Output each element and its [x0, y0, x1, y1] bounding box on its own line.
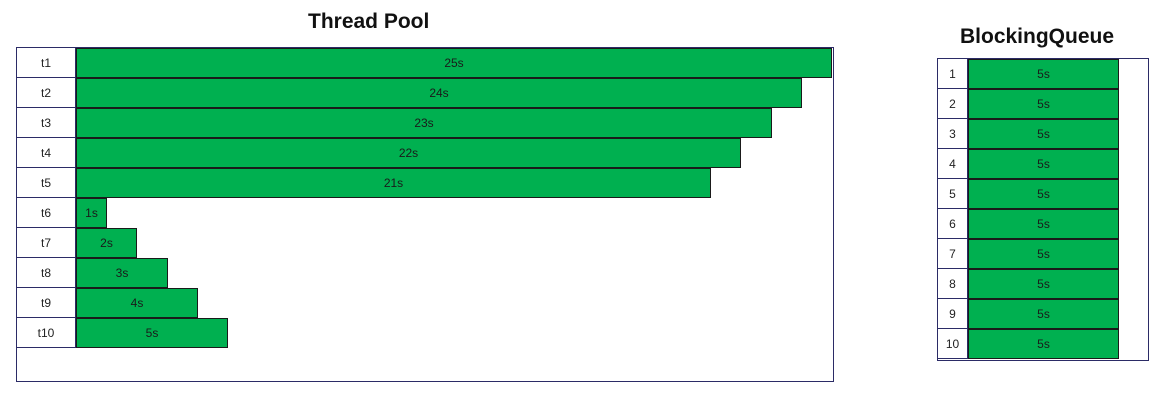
thread-row-label: t10 [17, 318, 76, 348]
thread-row-label: t9 [17, 288, 76, 318]
thread-duration-bar: 25s [76, 48, 832, 78]
queue-row: 3 5s [938, 119, 1148, 149]
queue-duration-bar: 5s [968, 89, 1119, 119]
queue-row: 2 5s [938, 89, 1148, 119]
thread-row-label: t3 [17, 108, 76, 138]
thread-row: t2 24s [17, 78, 833, 108]
queue-row-label: 8 [938, 269, 968, 299]
thread-duration-bar: 2s [76, 228, 137, 258]
thread-duration-bar: 5s [76, 318, 228, 348]
thread-duration-bar: 3s [76, 258, 168, 288]
queue-row-label: 9 [938, 299, 968, 329]
queue-row-label: 2 [938, 89, 968, 119]
thread-row: t6 1s [17, 198, 833, 228]
thread-row-label: t2 [17, 78, 76, 108]
thread-pool-title: Thread Pool [308, 10, 430, 33]
queue-duration-bar: 5s [968, 329, 1119, 359]
thread-row: t3 23s [17, 108, 833, 138]
queue-row-label: 5 [938, 179, 968, 209]
queue-row: 8 5s [938, 269, 1148, 299]
queue-duration-bar: 5s [968, 239, 1119, 269]
thread-duration-bar: 4s [76, 288, 198, 318]
thread-row-label: t1 [17, 48, 76, 78]
queue-row: 5 5s [938, 179, 1148, 209]
queue-duration-bar: 5s [968, 119, 1119, 149]
thread-row-label: t6 [17, 198, 76, 228]
queue-row-label: 7 [938, 239, 968, 269]
queue-row-label: 10 [938, 329, 968, 359]
thread-row-label: t4 [17, 138, 76, 168]
thread-duration-bar: 24s [76, 78, 802, 108]
blocking-queue-title: BlockingQueue [960, 25, 1115, 48]
queue-row-label: 3 [938, 119, 968, 149]
thread-row: t5 21s [17, 168, 833, 198]
queue-row: 6 5s [938, 209, 1148, 239]
queue-duration-bar: 5s [968, 299, 1119, 329]
thread-duration-bar: 1s [76, 198, 107, 228]
thread-row-label: t8 [17, 258, 76, 288]
queue-duration-bar: 5s [968, 149, 1119, 179]
thread-duration-bar: 21s [76, 168, 711, 198]
queue-duration-bar: 5s [968, 59, 1119, 89]
thread-row: t4 22s [17, 138, 833, 168]
queue-duration-bar: 5s [968, 269, 1119, 299]
thread-row: t8 3s [17, 258, 833, 288]
queue-row: 4 5s [938, 149, 1148, 179]
queue-row: 1 5s [938, 59, 1148, 89]
queue-row: 9 5s [938, 299, 1148, 329]
thread-duration-bar: 23s [76, 108, 772, 138]
thread-row-label: t5 [17, 168, 76, 198]
queue-duration-bar: 5s [968, 209, 1119, 239]
thread-row: t7 2s [17, 228, 833, 258]
queue-row: 7 5s [938, 239, 1148, 269]
queue-row: 10 5s [938, 329, 1148, 359]
blocking-queue-panel: 1 5s 2 5s 3 5s 4 5s 5 5s 6 5s 7 5s 8 5s 9 5s 10 5s [937, 58, 1149, 361]
queue-duration-bar: 5s [968, 179, 1119, 209]
thread-row-label: t7 [17, 228, 76, 258]
thread-row: t1 25s [17, 48, 833, 78]
thread-duration-bar: 22s [76, 138, 741, 168]
thread-row: t10 5s [17, 318, 833, 348]
queue-row-label: 4 [938, 149, 968, 179]
thread-pool-panel: t1 25s t2 24s t3 23s t4 22s t5 21s t6 1s t7 2s t8 3s t9 4… [16, 47, 834, 382]
queue-row-label: 1 [938, 59, 968, 89]
queue-row-label: 6 [938, 209, 968, 239]
thread-row: t9 4s [17, 288, 833, 318]
